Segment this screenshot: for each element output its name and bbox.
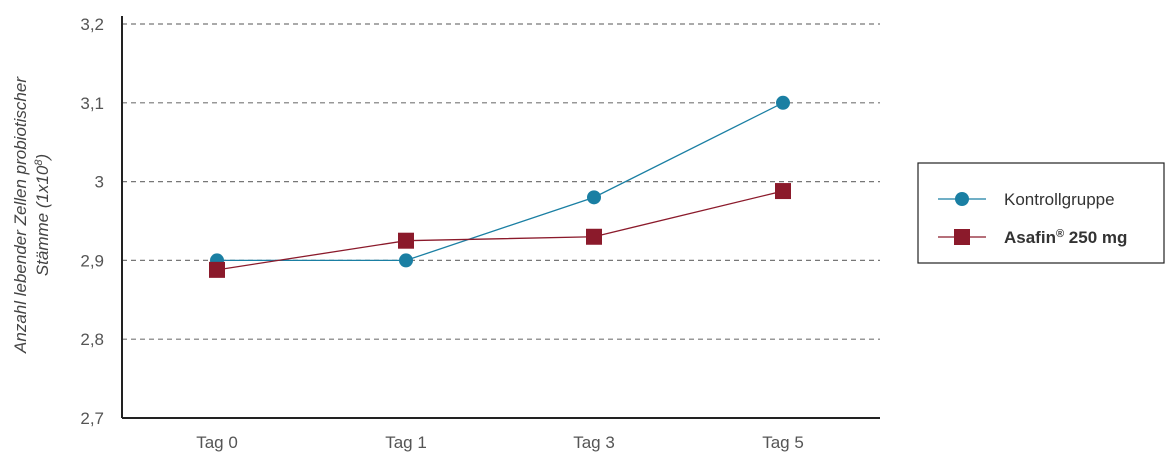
legend-box: [917, 162, 1165, 264]
legend-marker-kontrollgruppe: [955, 192, 969, 206]
x-tick-labels: Tag 0 Tag 1 Tag 3 Tag 5: [196, 433, 804, 452]
data-point: [586, 228, 602, 245]
x-tick-label: Tag 0: [196, 433, 238, 452]
legend-label-kontrollgruppe: Kontrollgruppe: [1004, 190, 1115, 209]
legend-marker-asafin: [954, 229, 970, 245]
x-tick-label: Tag 1: [385, 433, 427, 452]
y-axis-label-line2: Stämme (1x108): [33, 154, 52, 276]
y-tick-label: 2,9: [80, 251, 104, 270]
y-tick-label: 3,1: [80, 94, 104, 113]
series-group: [209, 95, 791, 278]
grid-lines: [122, 23, 880, 340]
data-point: [399, 253, 413, 268]
x-tick-label: Tag 5: [762, 433, 804, 452]
y-tick-label: 3,2: [80, 15, 104, 34]
legend-label-asafin-reg: ®: [1056, 228, 1064, 240]
legend-label-asafin-rest: 250 mg: [1064, 228, 1127, 247]
data-point: [587, 190, 601, 205]
y-axis-label-close: ): [33, 154, 52, 162]
y-tick-label: 2,7: [80, 409, 104, 428]
data-point: [776, 95, 790, 110]
y-axis-label-exponent: 8: [33, 159, 45, 166]
y-tick-label: 2,8: [80, 330, 104, 349]
y-axis-label-part: Stämme (1x10: [33, 165, 52, 276]
y-axis-label-line1: Anzahl lebender Zellen probiotischer: [11, 76, 30, 354]
data-point: [398, 232, 414, 249]
series-line-1: [216, 190, 784, 271]
x-tick-label: Tag 3: [573, 433, 615, 452]
data-point: [775, 183, 791, 200]
legend: Kontrollgruppe Asafin® 250 mg: [917, 162, 1165, 264]
legend-label-asafin-main: Asafin: [1004, 228, 1056, 247]
legend-label-asafin: Asafin® 250 mg: [1004, 228, 1127, 247]
axes: [121, 16, 880, 419]
series-line-0: [217, 102, 784, 262]
y-tick-labels: 2,7 2,8 2,9 3 3,1 3,2: [80, 15, 104, 428]
y-tick-label: 3: [95, 173, 104, 192]
data-point: [209, 261, 225, 278]
